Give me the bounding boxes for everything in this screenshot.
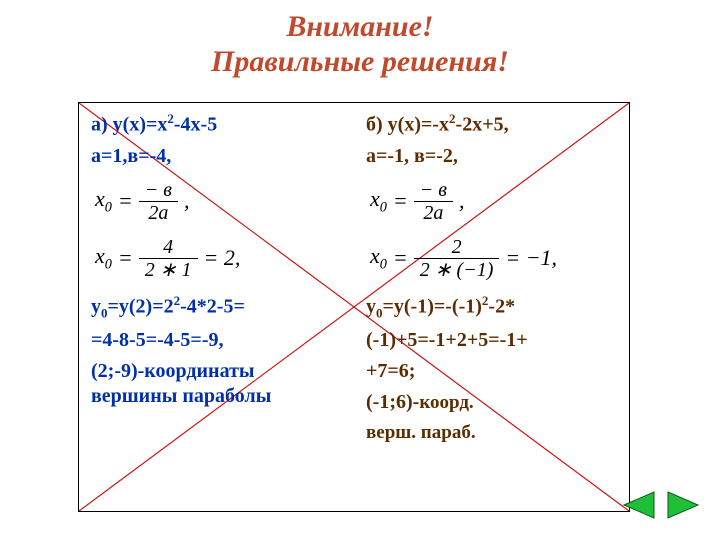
right-answer-1: (-1;6)-коорд. (366, 390, 619, 415)
right-problem: б) у(х)=-х2-2х+5, (366, 111, 619, 138)
right-formula-1: x0 = − в 2а , (370, 179, 619, 224)
nav-prev-icon[interactable] (622, 490, 656, 520)
left-formula-2: x0 = 4 2 ∗ 1 = 2, (95, 236, 344, 281)
left-column: а) у(х)=х2-4х-5 а=1,в=-4, x0 = − в 2а , … (79, 103, 354, 423)
left-problem: а) у(х)=х2-4х-5 (91, 111, 344, 138)
right-calc-3: +7=6; (366, 359, 619, 384)
right-answer-2: верш. параб. (366, 421, 619, 445)
right-coeffs: а=-1, в=-2, (366, 144, 619, 169)
right-formula-2: x0 = 2 2 ∗ (−1) = −1, (370, 236, 619, 281)
solution-box: а) у(х)=х2-4х-5 а=1,в=-4, x0 = − в 2а , … (78, 102, 630, 512)
title-line-1: Внимание! (0, 10, 720, 45)
right-calc-2: (-1)+5=-1+2+5=-1+ (366, 328, 619, 353)
left-calc-1: у0=у(2)=22-4*2-5= (91, 293, 344, 322)
nav-buttons (622, 490, 700, 520)
title-line-2: Правильные решения! (0, 45, 720, 80)
left-coeffs: а=1,в=-4, (91, 144, 344, 169)
left-formula-1: x0 = − в 2а , (95, 179, 344, 224)
nav-next-icon[interactable] (666, 490, 700, 520)
left-calc-2: =4-8-5=-4-5=-9, (91, 328, 344, 353)
left-answer: (2;-9)-координаты вершины параболы (91, 359, 344, 409)
slide-title: Внимание! Правильные решения! (0, 0, 720, 79)
right-calc-1: у0=у(-1)=-(-1)2-2* (366, 293, 619, 322)
right-column: б) у(х)=-х2-2х+5, а=-1, в=-2, x0 = − в 2… (354, 103, 629, 458)
